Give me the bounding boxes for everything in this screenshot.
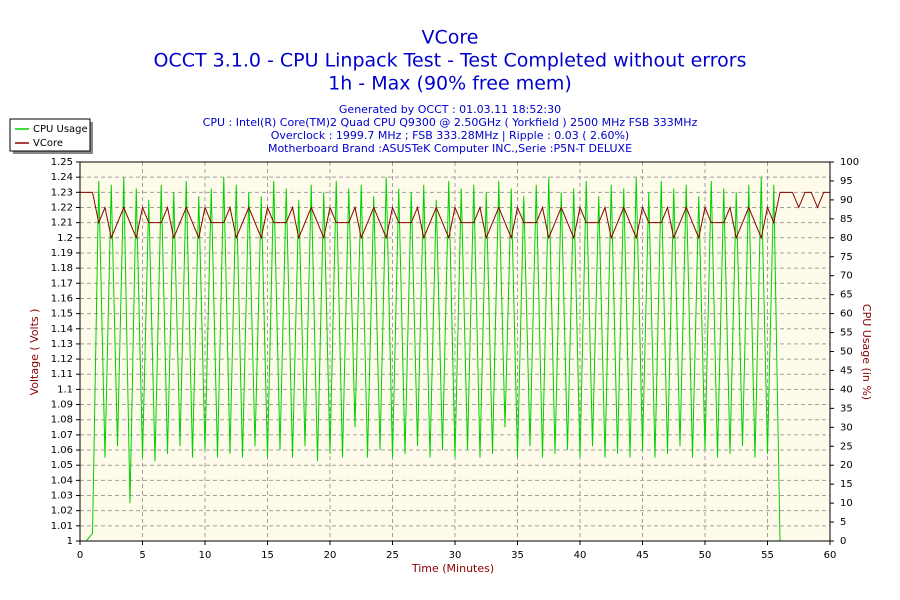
y-tick-label: 1.2 bbox=[57, 233, 73, 244]
y-tick-label: 1.05 bbox=[51, 460, 73, 471]
y2-tick-label: 70 bbox=[840, 271, 853, 282]
x-tick-label: 0 bbox=[77, 550, 83, 561]
y-tick-label: 1.16 bbox=[51, 293, 73, 304]
y2-tick-label: 20 bbox=[840, 460, 853, 471]
y2-tick-label: 25 bbox=[840, 441, 853, 452]
legend: CPU Usage VCore bbox=[9, 118, 93, 154]
y2-tick-label: 55 bbox=[840, 328, 853, 339]
y2-tick-label: 80 bbox=[840, 233, 853, 244]
y-tick-label: 1.12 bbox=[51, 354, 73, 365]
y-tick-label: 1.1 bbox=[57, 384, 73, 395]
y-tick-label: 1.11 bbox=[51, 369, 73, 380]
x-axis-label: Time (Minutes) bbox=[411, 562, 494, 575]
plot-border bbox=[79, 161, 831, 542]
y2-tick-label: 85 bbox=[840, 214, 853, 225]
y2-tick-label: 10 bbox=[840, 498, 853, 509]
y2-tick-label: 75 bbox=[840, 252, 853, 263]
y2-tick-label: 35 bbox=[840, 403, 853, 414]
x-tick-label: 55 bbox=[761, 550, 774, 561]
y2-tick-label: 90 bbox=[840, 195, 853, 206]
y2-tick-label: 95 bbox=[840, 176, 853, 187]
y-tick-label: 1.15 bbox=[51, 309, 73, 320]
y-tick-label: 1 bbox=[67, 536, 73, 547]
chart-subtitle: OCCT 3.1.0 - CPU Linpack Test - Test Com… bbox=[153, 50, 746, 72]
series-line bbox=[80, 191, 830, 240]
y-axis-label: Voltage ( Volts ) bbox=[28, 309, 41, 396]
y-tick-label: 1.22 bbox=[51, 202, 73, 213]
y-tick-label: 1.08 bbox=[51, 415, 73, 426]
y-tick-label: 1.01 bbox=[51, 521, 73, 532]
y-tick-label: 1.25 bbox=[51, 157, 73, 168]
y-tick-label: 1.04 bbox=[51, 475, 73, 486]
y2-tick-label: 40 bbox=[840, 384, 853, 395]
x-tick-label: 30 bbox=[449, 550, 462, 561]
y2-tick-label: 65 bbox=[840, 290, 853, 301]
x-tick-label: 45 bbox=[636, 550, 649, 561]
info-line: Generated by OCCT : 01.03.11 18:52:30 bbox=[339, 103, 561, 116]
y2-tick-label: 15 bbox=[840, 479, 853, 490]
y2-tick-label: 45 bbox=[840, 365, 853, 376]
x-tick-label: 40 bbox=[574, 550, 587, 561]
y2-tick-label: 5 bbox=[840, 517, 846, 528]
y-tick-label: 1.13 bbox=[51, 339, 73, 350]
legend-label: VCore bbox=[33, 138, 63, 149]
y2-tick-label: 30 bbox=[840, 422, 853, 433]
y-tick-label: 1.23 bbox=[51, 187, 73, 198]
y-tick-label: 1.02 bbox=[51, 506, 73, 517]
y-tick-label: 1.24 bbox=[51, 172, 73, 183]
y-tick-label: 1.06 bbox=[51, 445, 73, 456]
x-tick-label: 15 bbox=[261, 550, 274, 561]
y-tick-label: 1.09 bbox=[51, 400, 73, 411]
info-line: Motherboard Brand :ASUSTeK Computer INC.… bbox=[268, 142, 632, 155]
axes: 1 1.01 1.02 1.03 1.04 1.05 1.06 1.07 1.08 1.09 1.1… bbox=[51, 157, 859, 561]
x-tick-label: 50 bbox=[699, 550, 712, 561]
chart-title: VCore bbox=[422, 27, 479, 49]
x-tick-label: 5 bbox=[139, 550, 145, 561]
x-tick-label: 20 bbox=[324, 550, 337, 561]
x-tick-label: 35 bbox=[511, 550, 524, 561]
y-tick-label: 1.17 bbox=[51, 278, 73, 289]
y2-tick-label: 100 bbox=[840, 157, 859, 168]
info-line: Overclock : 1999.7 MHz ; FSB 333.28MHz |… bbox=[271, 129, 629, 142]
y-tick-label: 1.03 bbox=[51, 491, 73, 502]
y-tick-label: 1.14 bbox=[51, 324, 73, 335]
y2-tick-label: 50 bbox=[840, 347, 853, 358]
y-tick-label: 1.21 bbox=[51, 218, 73, 229]
legend-box bbox=[9, 118, 91, 152]
x-tick-label: 10 bbox=[199, 550, 212, 561]
series-line bbox=[80, 177, 781, 542]
y2-tick-label: 60 bbox=[840, 309, 853, 320]
chart-subtitle: 1h - Max (90% free mem) bbox=[328, 73, 572, 95]
lines bbox=[80, 177, 830, 542]
x-tick-label: 60 bbox=[824, 550, 837, 561]
y-tick-label: 1.07 bbox=[51, 430, 73, 441]
y-tick-label: 1.18 bbox=[51, 263, 73, 274]
y2-tick-label: 0 bbox=[840, 536, 846, 547]
y2-axis-label: CPU Usage (in %) bbox=[860, 304, 873, 400]
legend-label: CPU Usage bbox=[33, 124, 88, 135]
y-tick-label: 1.19 bbox=[51, 248, 73, 259]
x-tick-label: 25 bbox=[386, 550, 399, 561]
info-line: CPU : Intel(R) Core(TM)2 Quad CPU Q9300 … bbox=[203, 116, 698, 129]
